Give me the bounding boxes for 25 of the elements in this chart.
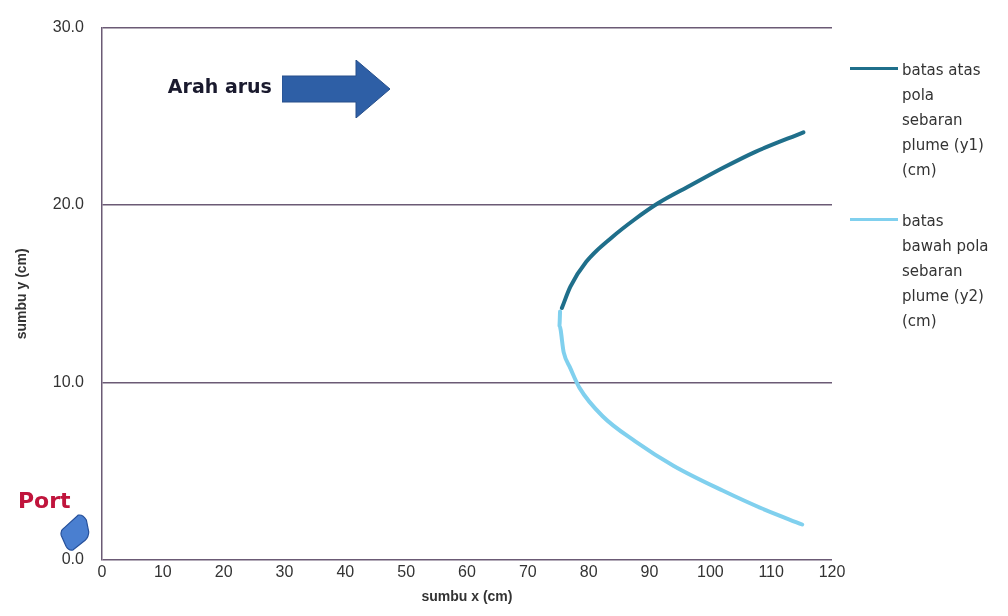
x-tick-label: 110 bbox=[758, 563, 785, 581]
y-tick-label: 10.0 bbox=[52, 372, 85, 390]
x-tick-label: 80 bbox=[579, 563, 598, 581]
x-tick-label: 20 bbox=[214, 563, 233, 581]
x-axis-title: sumbu x (cm) bbox=[421, 588, 513, 605]
legend-label: batas bawah pola sebaran plume (y2) (cm) bbox=[902, 211, 990, 332]
x-tick-label: 60 bbox=[458, 563, 476, 581]
legend-label: batas atas pola sebaran plume (y1) (cm) bbox=[902, 60, 985, 181]
line-series bbox=[559, 130, 806, 310]
text: Port bbox=[18, 487, 72, 513]
y-tick-label: 0.0 bbox=[61, 550, 85, 568]
x-tick-label: 70 bbox=[518, 563, 537, 581]
x-tick-label: 30 bbox=[275, 563, 294, 581]
x-tick-label: 90 bbox=[640, 563, 659, 581]
y-tick-label: 30.0 bbox=[52, 18, 85, 36]
x-tick-label: 0 bbox=[97, 563, 107, 581]
x-tick-label: 50 bbox=[397, 563, 416, 581]
x-tick-label: 100 bbox=[696, 563, 724, 581]
y-axis-title: sumbu y (cm) bbox=[13, 248, 30, 340]
line-series bbox=[557, 309, 805, 527]
y-tick-label: 20.0 bbox=[52, 195, 85, 213]
annotation: Arah arus bbox=[167, 74, 272, 97]
x-tick-label: 120 bbox=[818, 563, 846, 581]
x-tick-label: 40 bbox=[336, 563, 355, 581]
x-tick-label: 10 bbox=[153, 563, 172, 581]
